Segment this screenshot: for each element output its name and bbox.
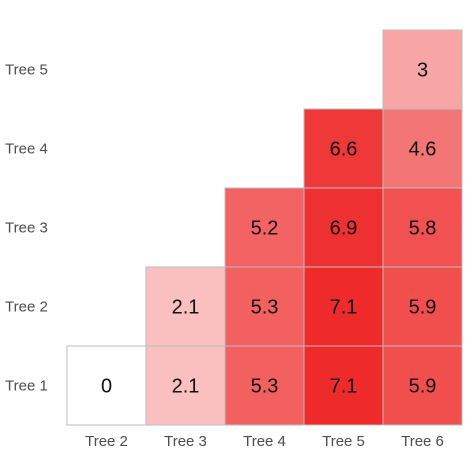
cell-value-label: 6.6 (330, 139, 358, 161)
cell-value-label: 5.9 (409, 376, 437, 398)
cell-value-label: 2.1 (172, 297, 200, 319)
heatmap-cells: 0 2.1 5.3 7.1 5.9 2.1 5.3 7.1 5.9 5.2 6.9 5.8 6.6 4.6… (66, 29, 463, 426)
cell-value-label: 0 (101, 376, 112, 398)
heatmap-cell (303, 345, 384, 426)
y-axis-ticks: Tree 1 Tree 2 Tree 3 Tree 4 Tree 5 (5, 62, 48, 395)
heatmap-cell (145, 345, 226, 426)
cell-value-label: 5.3 (251, 376, 279, 398)
y-tick-label: Tree 2 (5, 299, 48, 316)
cell-value-label: 2.1 (172, 376, 200, 398)
cell-value-label: 6.9 (330, 218, 358, 240)
x-tick-label: Tree 4 (243, 433, 286, 450)
x-tick-label: Tree 6 (401, 433, 444, 450)
cell-value-label: 7.1 (330, 297, 358, 319)
cell-value-label: 4.6 (409, 139, 437, 161)
y-tick-label: Tree 1 (5, 378, 48, 395)
heatmap-cell (224, 187, 305, 268)
y-tick-label: Tree 4 (5, 141, 48, 158)
heatmap-cell (382, 345, 463, 426)
heatmap-cell (66, 345, 147, 426)
heatmap-cell (224, 266, 305, 347)
cell-value-label: 5.2 (251, 218, 279, 240)
x-tick-label: Tree 5 (322, 433, 365, 450)
heatmap-cell (303, 108, 384, 189)
heatmap-cell (145, 266, 226, 347)
x-axis-ticks: Tree 2 Tree 3 Tree 4 Tree 5 Tree 6 (85, 433, 444, 450)
x-tick-label: Tree 2 (85, 433, 128, 450)
cell-value-label: 7.1 (330, 376, 358, 398)
y-tick-label: Tree 5 (5, 62, 48, 79)
heatmap-cell (382, 266, 463, 347)
heatmap-cell (382, 187, 463, 268)
y-tick-label: Tree 3 (5, 220, 48, 237)
cell-value-label: 5.3 (251, 297, 279, 319)
x-tick-label: Tree 3 (164, 433, 207, 450)
cell-value-label: 3 (417, 60, 428, 82)
heatmap-cell (303, 266, 384, 347)
cell-value-label: 5.8 (409, 218, 437, 240)
heatmap-cell (382, 29, 463, 110)
cell-value-label: 5.9 (409, 297, 437, 319)
